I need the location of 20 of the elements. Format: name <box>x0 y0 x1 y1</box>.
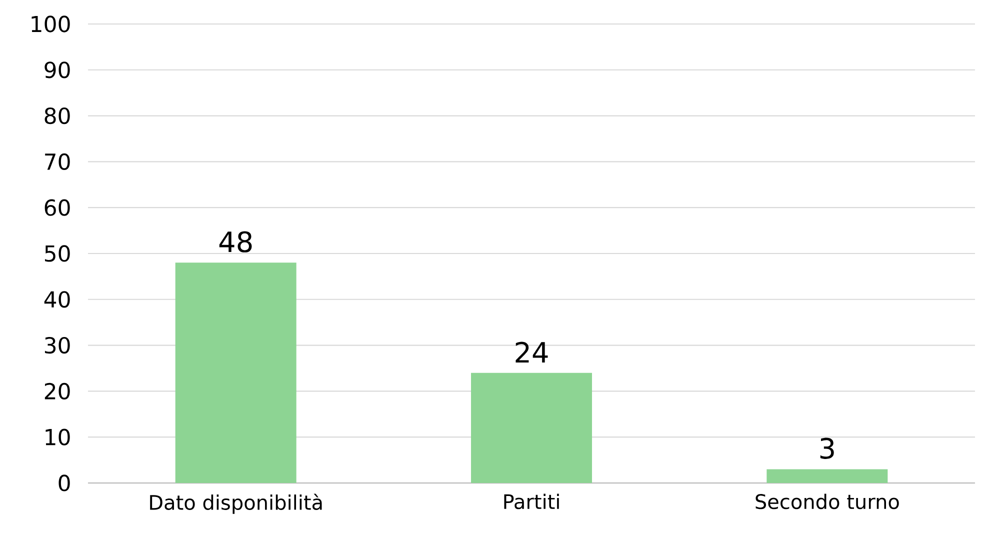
bar <box>766 469 888 483</box>
y-tick-label: 40 <box>44 291 70 308</box>
y-tick-label: 20 <box>44 382 70 400</box>
bar <box>175 262 296 483</box>
bar <box>471 372 592 483</box>
y-tick-label: 80 <box>44 107 70 124</box>
x-tick-label: Partiti <box>504 494 559 510</box>
x-tick-label: Dato disponibilità <box>150 494 322 514</box>
x-tick-label: Secondo turno <box>756 494 899 510</box>
y-tick-label: 60 <box>44 199 70 216</box>
y-tick-label: 0 <box>58 474 70 492</box>
y-tick-label: 30 <box>44 336 70 354</box>
data-label: 48 <box>219 231 252 252</box>
data-label: 3 <box>820 438 834 459</box>
y-tick-label: 90 <box>44 62 70 78</box>
y-tick-label: 70 <box>45 153 70 170</box>
y-tick-label: 50 <box>45 245 70 262</box>
y-tick-label: 100 <box>32 16 70 32</box>
data-label: 24 <box>516 342 548 363</box>
y-tick-label: 10 <box>46 428 70 446</box>
